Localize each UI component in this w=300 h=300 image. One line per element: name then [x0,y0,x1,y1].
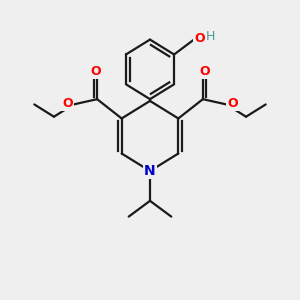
Text: O: O [62,97,73,110]
Text: O: O [194,32,205,44]
Text: H: H [206,30,215,43]
Text: O: O [199,64,210,78]
Text: O: O [90,64,101,78]
Text: N: N [144,164,156,178]
Text: O: O [227,97,238,110]
